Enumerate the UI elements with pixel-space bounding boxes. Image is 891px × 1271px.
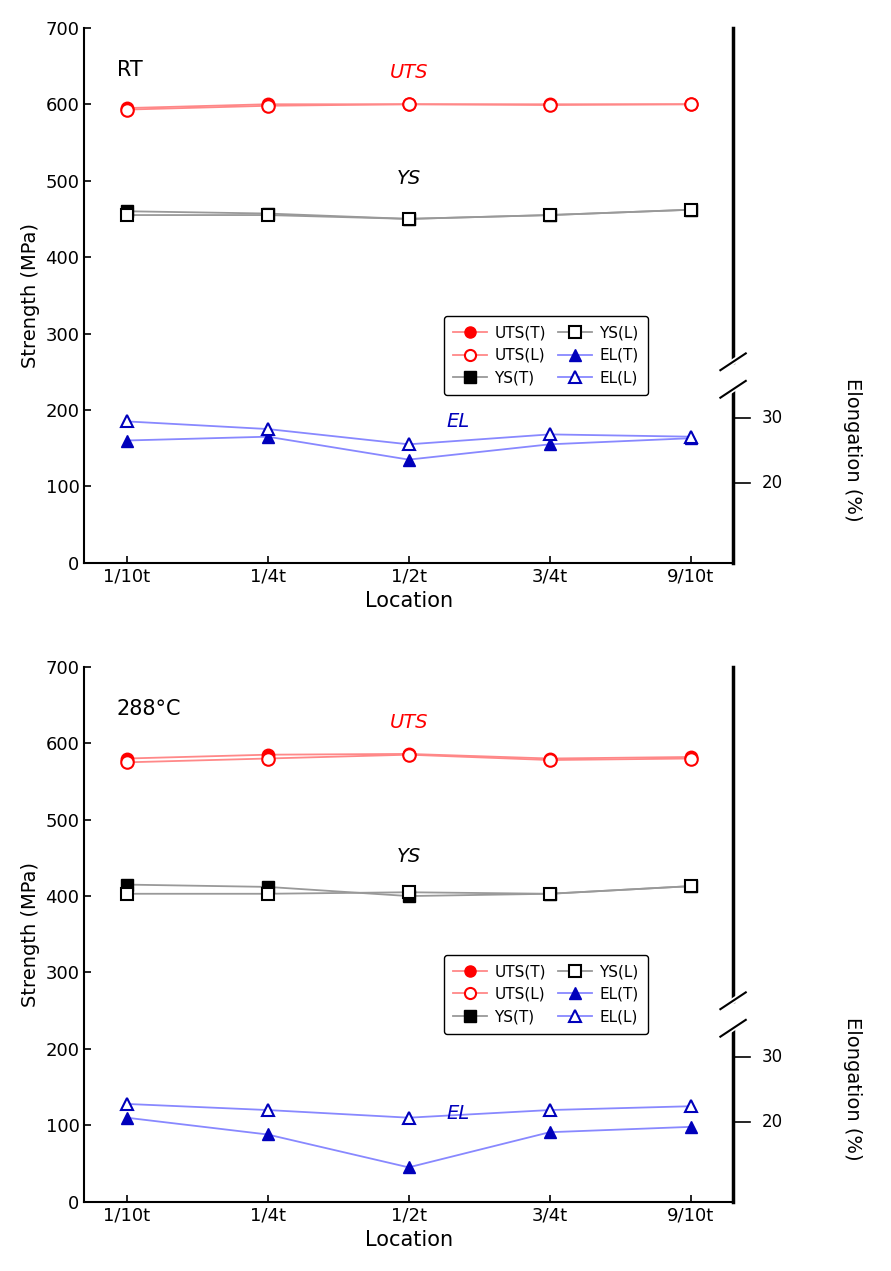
- Text: 30: 30: [761, 1047, 782, 1065]
- Text: 20: 20: [761, 1112, 782, 1130]
- Text: UTS: UTS: [389, 62, 428, 81]
- Text: YS: YS: [396, 169, 421, 188]
- Text: UTS: UTS: [389, 713, 428, 732]
- Text: Elongation (%): Elongation (%): [844, 379, 862, 522]
- Text: 30: 30: [761, 408, 782, 427]
- Legend: UTS(T), UTS(L), YS(T), YS(L), EL(T), EL(L): UTS(T), UTS(L), YS(T), YS(L), EL(T), EL(…: [444, 955, 648, 1033]
- Text: EL: EL: [446, 1104, 470, 1124]
- Text: RT: RT: [117, 60, 143, 80]
- X-axis label: Location: Location: [364, 1230, 453, 1251]
- Text: EL: EL: [446, 412, 470, 431]
- X-axis label: Location: Location: [364, 591, 453, 611]
- Text: Elongation (%): Elongation (%): [844, 1017, 862, 1160]
- Legend: UTS(T), UTS(L), YS(T), YS(L), EL(T), EL(L): UTS(T), UTS(L), YS(T), YS(L), EL(T), EL(…: [444, 316, 648, 395]
- Y-axis label: Strength (MPa): Strength (MPa): [20, 222, 40, 367]
- Text: YS: YS: [396, 846, 421, 866]
- Text: 288°C: 288°C: [117, 699, 181, 719]
- Y-axis label: Strength (MPa): Strength (MPa): [20, 862, 40, 1007]
- Text: 20: 20: [761, 474, 782, 492]
